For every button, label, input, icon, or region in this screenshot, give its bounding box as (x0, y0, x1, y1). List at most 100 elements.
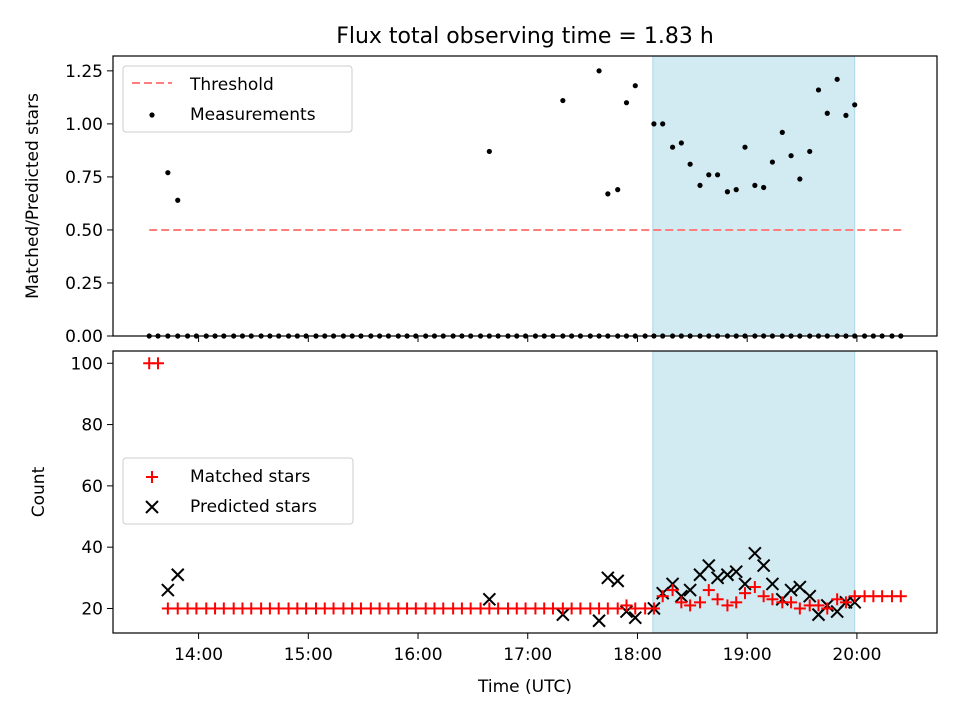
measurement-point (669, 144, 676, 150)
count-legend: Matched stars Predicted stars (122, 457, 354, 525)
legend-matched-marker (146, 471, 158, 483)
measurement-point (596, 68, 602, 74)
ratio-y-tick-label: 0.50 (65, 221, 103, 241)
ratio-y-tick-label: 0.25 (65, 274, 103, 294)
count-axes-frame (112, 350, 938, 634)
predicted-star-point (628, 610, 642, 625)
matched-star-point (656, 590, 669, 603)
count-y-tick-label: 20 (81, 599, 103, 619)
ratio-y-tick-label: 0.00 (65, 327, 103, 347)
count-y-tick-label: 80 (81, 416, 103, 436)
chart-title: Flux total observing time = 1.83 h (336, 24, 714, 49)
predicted-star-point (748, 546, 762, 561)
predicted-star-point (611, 574, 625, 588)
measurement-point (615, 187, 621, 193)
measurement-point (752, 182, 758, 188)
count-x-ticks: 14:00 15:00 16:00 17:00 18:00 19:00 20:00 (174, 633, 881, 665)
matched-star-point (694, 596, 707, 609)
observing-window-shade-top (652, 55, 856, 337)
count-y-tick-label: 100 (71, 354, 103, 374)
count-x-tick-label: 14:00 (174, 645, 223, 665)
matched-star-point (721, 599, 734, 612)
measurement-point (852, 102, 858, 108)
count-legend-box (122, 457, 354, 525)
measurement-point (623, 100, 630, 106)
measurement-point (742, 144, 748, 150)
matched-star-point (675, 596, 688, 609)
count-y-ticks: 20 40 60 80 100 (71, 354, 113, 619)
legend-matched-plus (146, 471, 158, 483)
count-x-tick-label: 16:00 (394, 645, 443, 665)
legend-measurements-label: Measurements (190, 105, 316, 125)
count-x-tick-label: 18:00 (613, 645, 662, 665)
ratio-y-tick-label: 1.25 (65, 62, 103, 82)
ratio-legend-box (122, 65, 353, 133)
predicted-star-point (161, 583, 175, 597)
legend-matched-label: Matched stars (190, 467, 310, 487)
measurement-point (687, 161, 693, 167)
predicted-star-point (729, 564, 743, 579)
predicted-star-point (765, 577, 780, 591)
matched-star-point (620, 599, 633, 612)
matched-star-point (812, 599, 825, 612)
measurement-point (632, 83, 638, 89)
measurement-point (678, 140, 684, 146)
ratio-y-axis-label: Matched/Predicted stars (23, 93, 43, 299)
legend-predicted-marker (145, 500, 159, 514)
measurement-point (779, 129, 785, 135)
measurement-point (560, 97, 566, 104)
measurement-point (788, 153, 794, 159)
count-y-axis-label: Count (29, 466, 49, 517)
count-x-tick-label: 19:00 (723, 645, 772, 665)
predicted-star-point (665, 577, 680, 591)
measurement-point (797, 176, 803, 182)
ratio-y-ticks: 0.00 0.25 0.50 0.75 1.00 1.25 (65, 62, 113, 347)
measurement-point (165, 170, 171, 176)
legend-measurements-marker (149, 112, 155, 118)
matched-star-point (821, 602, 834, 615)
ratio-axes-frame (112, 55, 938, 337)
matched-star-point (684, 599, 697, 612)
matched-star-point (730, 596, 743, 609)
predicted-star-point (784, 583, 798, 597)
predicted-star-point (592, 614, 606, 628)
predicted-star-point (482, 592, 497, 606)
predicted-star-point (683, 583, 697, 597)
measurement-point (824, 110, 830, 116)
measurement-point (175, 197, 181, 203)
measurement-point (605, 191, 611, 197)
count-x-tick-label: 17:00 (503, 645, 552, 665)
measurement-point (724, 189, 731, 195)
matched-star-point (611, 602, 624, 615)
matched-star-point (711, 593, 724, 606)
predicted-star-point (556, 607, 570, 622)
matched-stars-points (143, 357, 907, 615)
legend-predicted-label: Predicted stars (190, 497, 317, 517)
measurement-point (733, 187, 739, 193)
time-x-axis-label: Time (UTC) (477, 677, 572, 697)
ratio-panel: 0.00 0.25 0.50 0.75 1.00 1.25 Matched/Predict… (23, 55, 938, 347)
predicted-star-point (848, 595, 862, 610)
observing-window-shade-bottom (652, 350, 856, 634)
measurement-point (706, 172, 712, 178)
matched-star-point (831, 593, 844, 606)
predicted-star-point (756, 558, 771, 573)
measurement-point (843, 112, 849, 118)
matched-star-point (757, 590, 770, 603)
measurement-point (486, 148, 492, 155)
matched-star-point (766, 593, 779, 606)
count-y-tick-label: 40 (81, 538, 103, 558)
matched-star-point (839, 596, 852, 609)
matched-star-point (738, 587, 751, 600)
predicted-star-point (674, 589, 689, 603)
matched-star-point (748, 581, 761, 594)
legend-threshold-label: Threshold (189, 75, 274, 95)
count-panel: 20 40 60 80 100 14:00 15:00 16:00 17:00 18:00 19:… (29, 350, 938, 697)
predicted-star-point (601, 571, 615, 585)
ratio-y-tick-label: 1.00 (65, 115, 103, 135)
matched-star-point (785, 596, 798, 609)
measurement-point (651, 121, 657, 127)
matched-star-point (647, 602, 660, 615)
predicted-star-point (710, 571, 725, 585)
measurement-point (807, 148, 813, 155)
